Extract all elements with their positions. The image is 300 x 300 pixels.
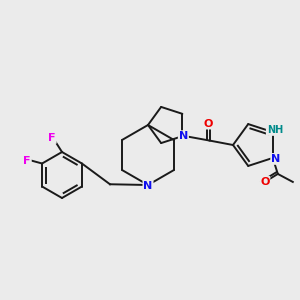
Text: N: N bbox=[271, 154, 280, 164]
Text: F: F bbox=[48, 133, 56, 143]
Text: N: N bbox=[179, 131, 188, 141]
Text: NH: NH bbox=[267, 125, 283, 135]
Text: O: O bbox=[260, 177, 269, 187]
Text: O: O bbox=[203, 118, 213, 129]
Text: N: N bbox=[143, 181, 153, 191]
Text: F: F bbox=[23, 155, 31, 166]
